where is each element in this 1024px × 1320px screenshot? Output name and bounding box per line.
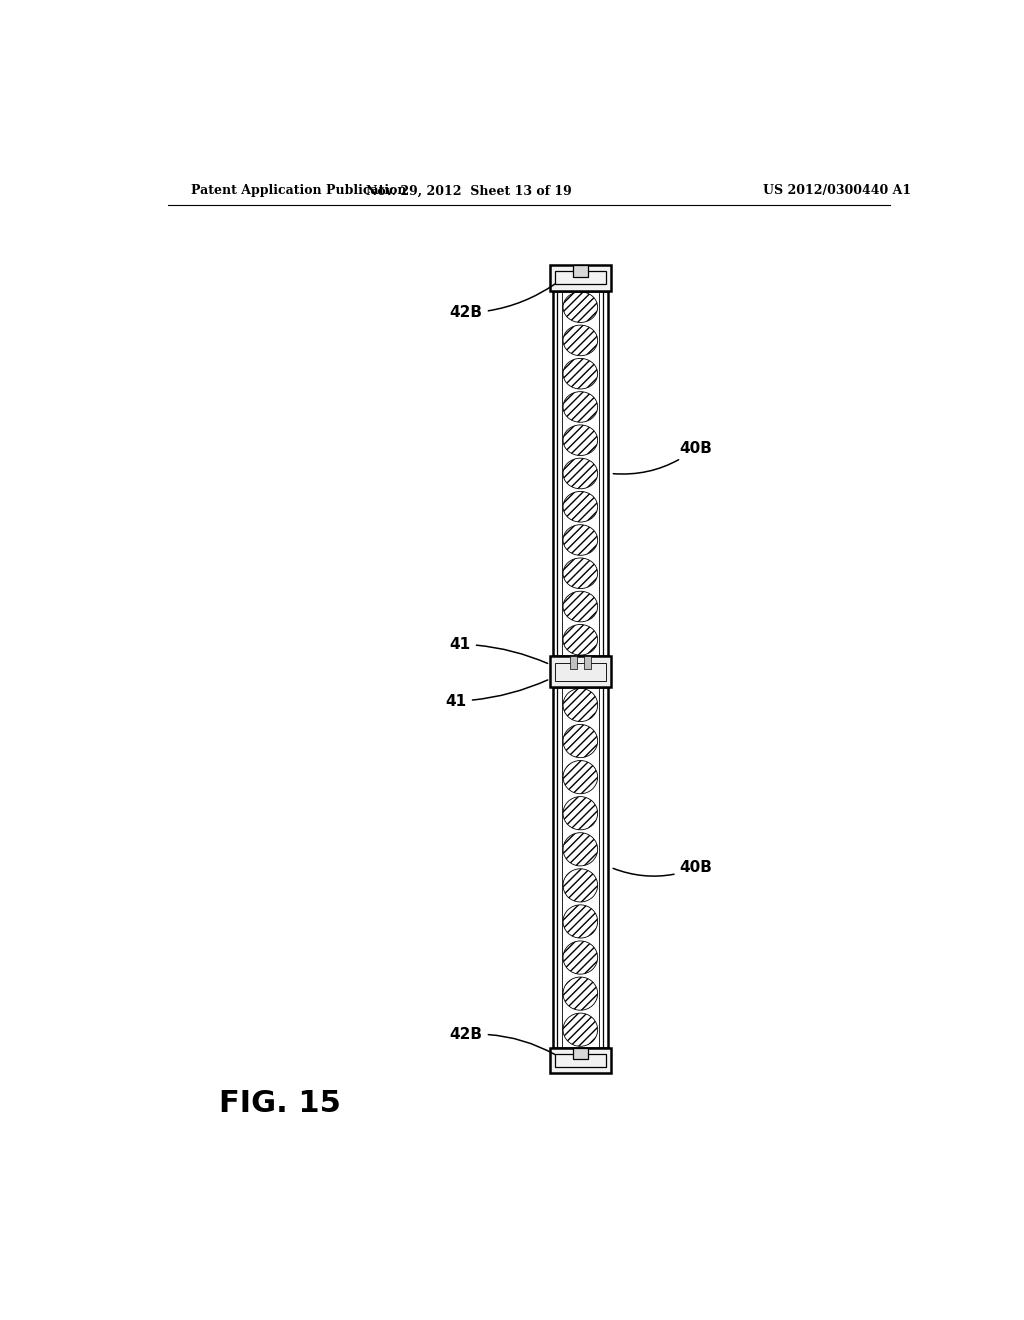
Text: 42B: 42B	[450, 1027, 555, 1055]
Ellipse shape	[563, 591, 598, 622]
Ellipse shape	[563, 833, 598, 866]
Ellipse shape	[563, 359, 598, 389]
Text: 42B: 42B	[450, 284, 555, 321]
Ellipse shape	[563, 941, 598, 974]
Bar	[572, 1048, 588, 1059]
Text: Patent Application Publication: Patent Application Publication	[191, 185, 407, 198]
Ellipse shape	[563, 392, 598, 422]
Ellipse shape	[563, 977, 598, 1010]
Bar	[550, 1048, 610, 1073]
Ellipse shape	[563, 1014, 598, 1047]
Bar	[555, 1053, 606, 1067]
Bar	[553, 290, 608, 656]
Bar	[572, 265, 588, 277]
Bar	[584, 656, 591, 669]
Bar	[550, 265, 610, 290]
Ellipse shape	[563, 325, 598, 355]
Bar	[555, 663, 606, 681]
Text: 41: 41	[445, 680, 548, 709]
Bar	[569, 656, 577, 669]
Ellipse shape	[563, 491, 598, 521]
Text: 41: 41	[450, 636, 548, 664]
Ellipse shape	[563, 425, 598, 455]
Ellipse shape	[563, 906, 598, 939]
Ellipse shape	[563, 760, 598, 793]
Ellipse shape	[563, 458, 598, 488]
Bar	[555, 271, 606, 284]
Ellipse shape	[563, 525, 598, 556]
Ellipse shape	[563, 725, 598, 758]
Text: 40B: 40B	[613, 441, 713, 474]
Ellipse shape	[563, 796, 598, 830]
Text: Nov. 29, 2012  Sheet 13 of 19: Nov. 29, 2012 Sheet 13 of 19	[367, 185, 572, 198]
Text: 40B: 40B	[613, 861, 713, 876]
Bar	[553, 686, 608, 1048]
Bar	[550, 656, 610, 686]
Ellipse shape	[563, 624, 598, 655]
Ellipse shape	[563, 558, 598, 589]
Ellipse shape	[563, 292, 598, 322]
Ellipse shape	[563, 688, 598, 722]
Text: US 2012/0300440 A1: US 2012/0300440 A1	[763, 185, 911, 198]
Text: FIG. 15: FIG. 15	[219, 1089, 341, 1118]
Ellipse shape	[563, 869, 598, 902]
